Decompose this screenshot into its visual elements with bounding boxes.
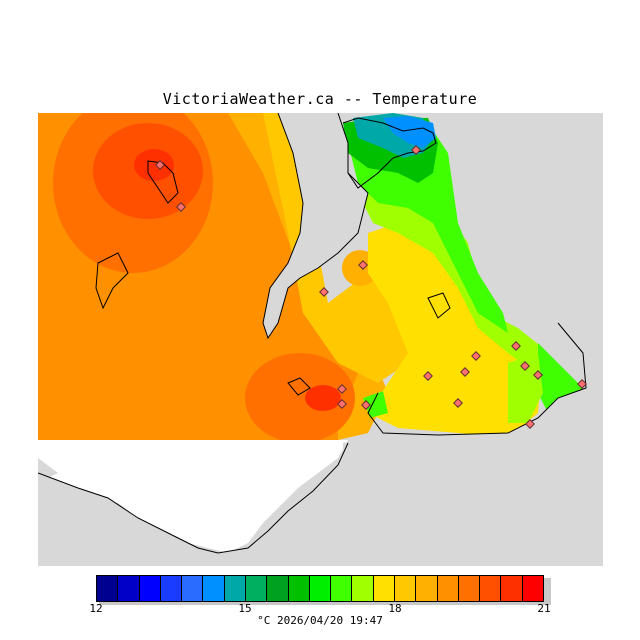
station-marker: [471, 351, 481, 361]
hot-zone-s-core: [305, 385, 341, 411]
legend-swatch: [244, 575, 267, 602]
land-north-east: [433, 113, 603, 293]
temp-zone-east-lime-tip: [508, 353, 543, 423]
coastlines: [38, 113, 587, 554]
station-marker: [511, 341, 521, 351]
legend-swatch: [287, 575, 309, 602]
legend-ticks: 12 15 18 21: [0, 602, 640, 616]
legend-swatch: [330, 575, 352, 602]
station-marker: [337, 399, 347, 409]
legend-tick-label: 18: [388, 602, 402, 615]
temperature-map: [38, 113, 603, 566]
temp-zone-lime: [358, 183, 543, 383]
legend-tick-label: 12: [89, 602, 103, 615]
hot-zone-s-outer: [245, 353, 355, 443]
legend-swatch: [202, 575, 224, 602]
legend-swatch: [436, 575, 458, 602]
station-marker: [520, 361, 530, 371]
temp-zone-green: [348, 123, 508, 333]
station-marker: [358, 260, 368, 270]
legend-swatch: [479, 575, 501, 602]
legend-swatch: [181, 575, 203, 602]
station-marker: [155, 160, 165, 170]
station-marker: [337, 384, 347, 394]
station-marker: [525, 419, 535, 429]
color-legend-bar: [96, 575, 544, 602]
legend-swatch: [415, 575, 437, 602]
legend-swatch: [223, 575, 245, 602]
legend-tick-label: 15: [238, 602, 252, 615]
map-title: VictoriaWeather.ca -- Temperature: [162, 90, 478, 108]
legend-swatch: [138, 575, 160, 602]
temp-zone-yellow-east: [368, 223, 543, 438]
no-data-region: [38, 440, 348, 553]
legend-swatch: [117, 575, 139, 602]
temp-zone-blue: [383, 116, 436, 148]
legend-swatch: [521, 575, 544, 602]
legend-swatch: [457, 575, 480, 602]
legend-swatch: [266, 575, 288, 602]
station-marker: [533, 370, 543, 380]
station-marker: [577, 379, 587, 389]
legend-swatch: [500, 575, 522, 602]
land-south: [38, 465, 343, 566]
station-marker: [460, 367, 470, 377]
legend-caption: °C 2026/04/20 19:47: [257, 614, 383, 627]
land-southwest: [38, 458, 58, 483]
hot-zone-nw-core: [134, 149, 174, 181]
land-mainland-se: [343, 263, 603, 566]
legend-tick-label: 21: [537, 602, 551, 615]
legend-swatch: [372, 575, 394, 602]
land-north-peninsula: [263, 113, 368, 338]
station-marker: [423, 371, 433, 381]
legend-swatch: [159, 575, 182, 602]
station-marker: [176, 202, 186, 212]
station-marker: [453, 398, 463, 408]
station-marker: [411, 145, 421, 155]
station-markers: [155, 145, 587, 429]
station-marker: [319, 287, 329, 297]
station-marker: [361, 400, 371, 410]
legend-swatch: [393, 575, 416, 602]
legend-swatch: [308, 575, 331, 602]
legend-swatch: [96, 575, 118, 602]
legend-swatch: [351, 575, 373, 602]
